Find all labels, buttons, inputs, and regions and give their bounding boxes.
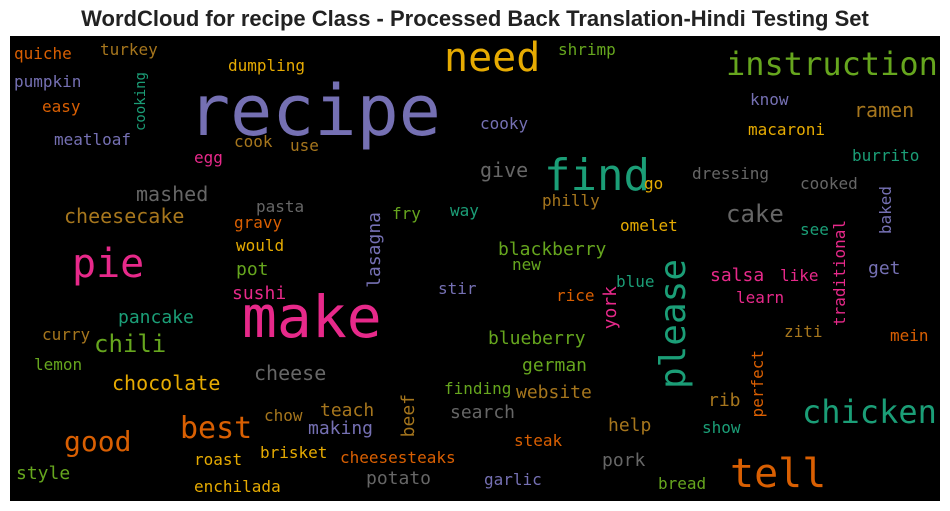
word-philly: philly xyxy=(542,191,600,210)
chart-title: WordCloud for recipe Class - Processed B… xyxy=(81,6,869,31)
word-good: good xyxy=(64,425,132,458)
word-instruction: instruction xyxy=(726,45,938,83)
word-steak: steak xyxy=(514,431,563,450)
word-rib: rib xyxy=(708,390,741,411)
word-roast: roast xyxy=(194,450,243,469)
word-blue: blue xyxy=(616,272,655,291)
word-pumpkin: pumpkin xyxy=(14,72,82,91)
word-lemon: lemon xyxy=(34,355,83,374)
word-dressing: dressing xyxy=(692,164,770,183)
word-cheesecake: cheesecake xyxy=(64,204,185,228)
word-pork: pork xyxy=(602,450,646,471)
word-new: new xyxy=(512,255,541,274)
word-shrimp: shrimp xyxy=(558,40,616,59)
word-easy: easy xyxy=(42,97,81,116)
word-traditional: traditional xyxy=(830,220,849,326)
word-learn: learn xyxy=(736,288,785,307)
word-use: use xyxy=(290,136,319,155)
word-please: please xyxy=(653,259,694,390)
word-see: see xyxy=(800,220,829,239)
word-quiche: quiche xyxy=(14,44,72,63)
word-cloud-canvas: recipe make need find please pie tell instructi… xyxy=(10,36,940,501)
word-teach: teach xyxy=(320,400,375,421)
word-website: website xyxy=(516,382,592,403)
word-pot: pot xyxy=(236,259,269,280)
word-finding: finding xyxy=(444,379,512,398)
word-turkey: turkey xyxy=(100,40,158,59)
word-find: find xyxy=(544,150,650,201)
word-brisket: brisket xyxy=(260,443,328,462)
word-making: making xyxy=(308,418,374,439)
word-baked: baked xyxy=(876,186,895,235)
word-search: search xyxy=(450,402,516,423)
word-go: go xyxy=(644,174,664,193)
word-style: style xyxy=(16,463,71,484)
word-potato: potato xyxy=(366,468,432,489)
word-curry: curry xyxy=(42,325,91,344)
word-blueberry: blueberry xyxy=(488,328,586,349)
word-german: german xyxy=(522,355,588,376)
word-bread: bread xyxy=(658,474,707,493)
word-cooked: cooked xyxy=(800,174,858,193)
word-enchilada: enchilada xyxy=(194,477,281,496)
word-tell: tell xyxy=(730,451,827,497)
word-cheesesteaks: cheesesteaks xyxy=(340,448,456,467)
word-cooky: cooky xyxy=(480,114,529,133)
word-chocolate: chocolate xyxy=(112,371,221,395)
word-egg: egg xyxy=(194,148,223,167)
word-lasagna: lasagna xyxy=(364,212,385,288)
word-way: way xyxy=(450,201,479,220)
word-show: show xyxy=(702,418,741,437)
word-ziti: ziti xyxy=(784,322,823,341)
word-cook: cook xyxy=(234,132,273,151)
word-perfect: perfect xyxy=(748,350,767,418)
word-make: make xyxy=(242,283,382,351)
word-rice: rice xyxy=(556,286,595,305)
word-stir: stir xyxy=(438,279,477,298)
word-pasta: pasta xyxy=(256,197,305,216)
word-pie: pie xyxy=(72,241,145,287)
word-burrito: burrito xyxy=(852,146,920,165)
word-omelet: omelet xyxy=(620,216,678,235)
word-cake: cake xyxy=(726,200,784,228)
word-york: york xyxy=(600,286,621,330)
word-like: like xyxy=(780,266,819,285)
word-dumpling: dumpling xyxy=(228,56,306,75)
word-mein: mein xyxy=(890,326,929,345)
word-get: get xyxy=(868,258,901,279)
word-help: help xyxy=(608,415,652,436)
word-recipe: recipe xyxy=(188,70,441,152)
word-blackberry: blackberry xyxy=(498,239,607,260)
word-beef: beef xyxy=(398,394,419,438)
word-give: give xyxy=(480,158,529,182)
word-fry: fry xyxy=(392,204,421,223)
word-meatloaf: meatloaf xyxy=(54,130,132,149)
word-would: would xyxy=(236,236,285,255)
word-chicken: chicken xyxy=(802,393,937,431)
word-mashed: mashed xyxy=(136,182,209,206)
word-know: know xyxy=(750,90,789,109)
word-cooking: cooking xyxy=(133,72,149,132)
word-macaroni: macaroni xyxy=(748,120,826,139)
word-pancake: pancake xyxy=(118,307,194,328)
word-sushi: sushi xyxy=(232,283,287,304)
word-ramen: ramen xyxy=(854,98,915,122)
word-cheese: cheese xyxy=(254,361,327,385)
word-chili: chili xyxy=(94,330,167,358)
word-gravy: gravy xyxy=(234,213,283,232)
word-garlic: garlic xyxy=(484,470,542,489)
word-need: need xyxy=(444,36,541,81)
word-salsa: salsa xyxy=(710,265,765,286)
word-chow: chow xyxy=(264,406,303,425)
word-best: best xyxy=(180,411,253,446)
